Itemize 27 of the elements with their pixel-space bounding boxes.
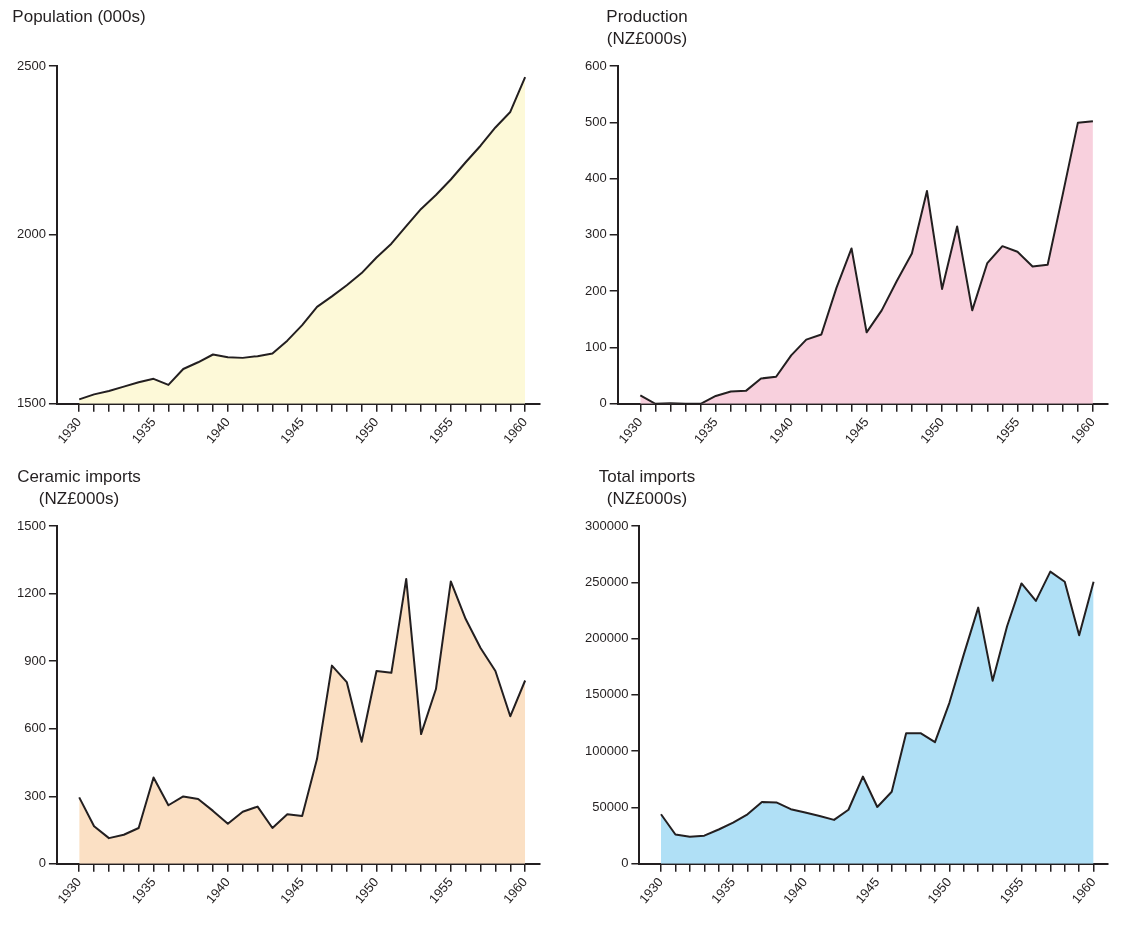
y-tick-label: 100000: [584, 742, 629, 758]
y-tick-label: 0: [38, 855, 46, 871]
y-tick-label: 2500: [17, 57, 46, 73]
y-tick-label: 0: [599, 395, 607, 411]
y-axis-title: Production (NZ£000s): [605, 6, 689, 50]
y-tick-label: 300: [584, 226, 607, 242]
y-tick-label: 1500: [17, 395, 46, 411]
y-tick-label: 0: [621, 855, 629, 871]
y-tick-label: 2000: [17, 226, 46, 242]
y-tick-label: 500: [584, 113, 607, 129]
y-tick-label: 150000: [584, 686, 629, 702]
y-axis-title: Total imports (NZ£000s): [597, 466, 697, 510]
y-axis-title: Ceramic imports (NZ£000s): [16, 466, 142, 510]
y-tick-label: 300: [24, 787, 46, 803]
y-tick-label: 50000: [592, 799, 629, 815]
y-tick-label: 200: [584, 282, 607, 298]
y-axis-title: Population (000s): [11, 6, 147, 28]
y-tick-label: 400: [584, 170, 607, 186]
y-tick-label: 200000: [584, 630, 629, 646]
y-tick-label: 600: [24, 720, 46, 736]
y-tick-label: 1500: [17, 517, 46, 533]
y-tick-label: 900: [24, 652, 46, 668]
y-tick-label: 100: [584, 339, 607, 355]
y-tick-label: 600: [584, 57, 607, 73]
y-tick-label: 1200: [17, 585, 46, 601]
y-tick-label: 300000: [584, 517, 629, 533]
y-tick-label: 250000: [584, 573, 629, 589]
